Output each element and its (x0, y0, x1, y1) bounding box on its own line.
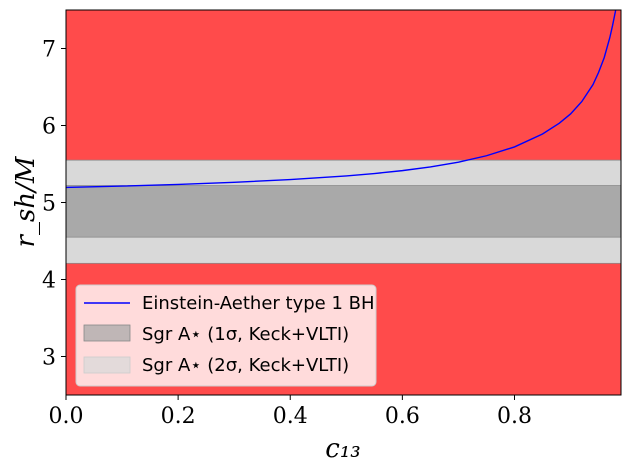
band-1sigma (66, 185, 621, 238)
y-tick-label: 6 (42, 115, 56, 140)
legend-entry-1sigma: Sgr A⋆ (1σ, Keck+VLTI) (142, 324, 349, 345)
y-tick-label: 7 (42, 38, 56, 63)
series-line-einstein-aether (66, 10, 617, 189)
x-tick-label: 0.2 (161, 404, 196, 429)
legend-swatch-2sigma (83, 356, 131, 374)
x-tick-label: 0.8 (497, 404, 532, 429)
excluded-upper-region (66, 10, 621, 161)
x-tick-label: 0.0 (49, 404, 84, 429)
x-axis-label: c₁₃ (325, 434, 360, 464)
legend-entry-line: Einstein-Aether type 1 BH (142, 293, 375, 314)
legend-swatch-1sigma (83, 324, 131, 342)
legend-box (75, 284, 377, 387)
y-tick-label: 5 (42, 192, 56, 217)
x-tick-label: 0.6 (385, 404, 420, 429)
y-tick-label: 4 (42, 269, 56, 294)
legend-entry-2sigma: Sgr A⋆ (2σ, Keck+VLTI) (142, 355, 349, 376)
legend: Einstein-Aether type 1 BH Sgr A⋆ (1σ, Ke… (75, 284, 377, 387)
y-axis-label: r_sh/M (11, 155, 41, 247)
y-tick-label: 3 (42, 346, 56, 371)
x-tick-label: 0.4 (273, 404, 308, 429)
